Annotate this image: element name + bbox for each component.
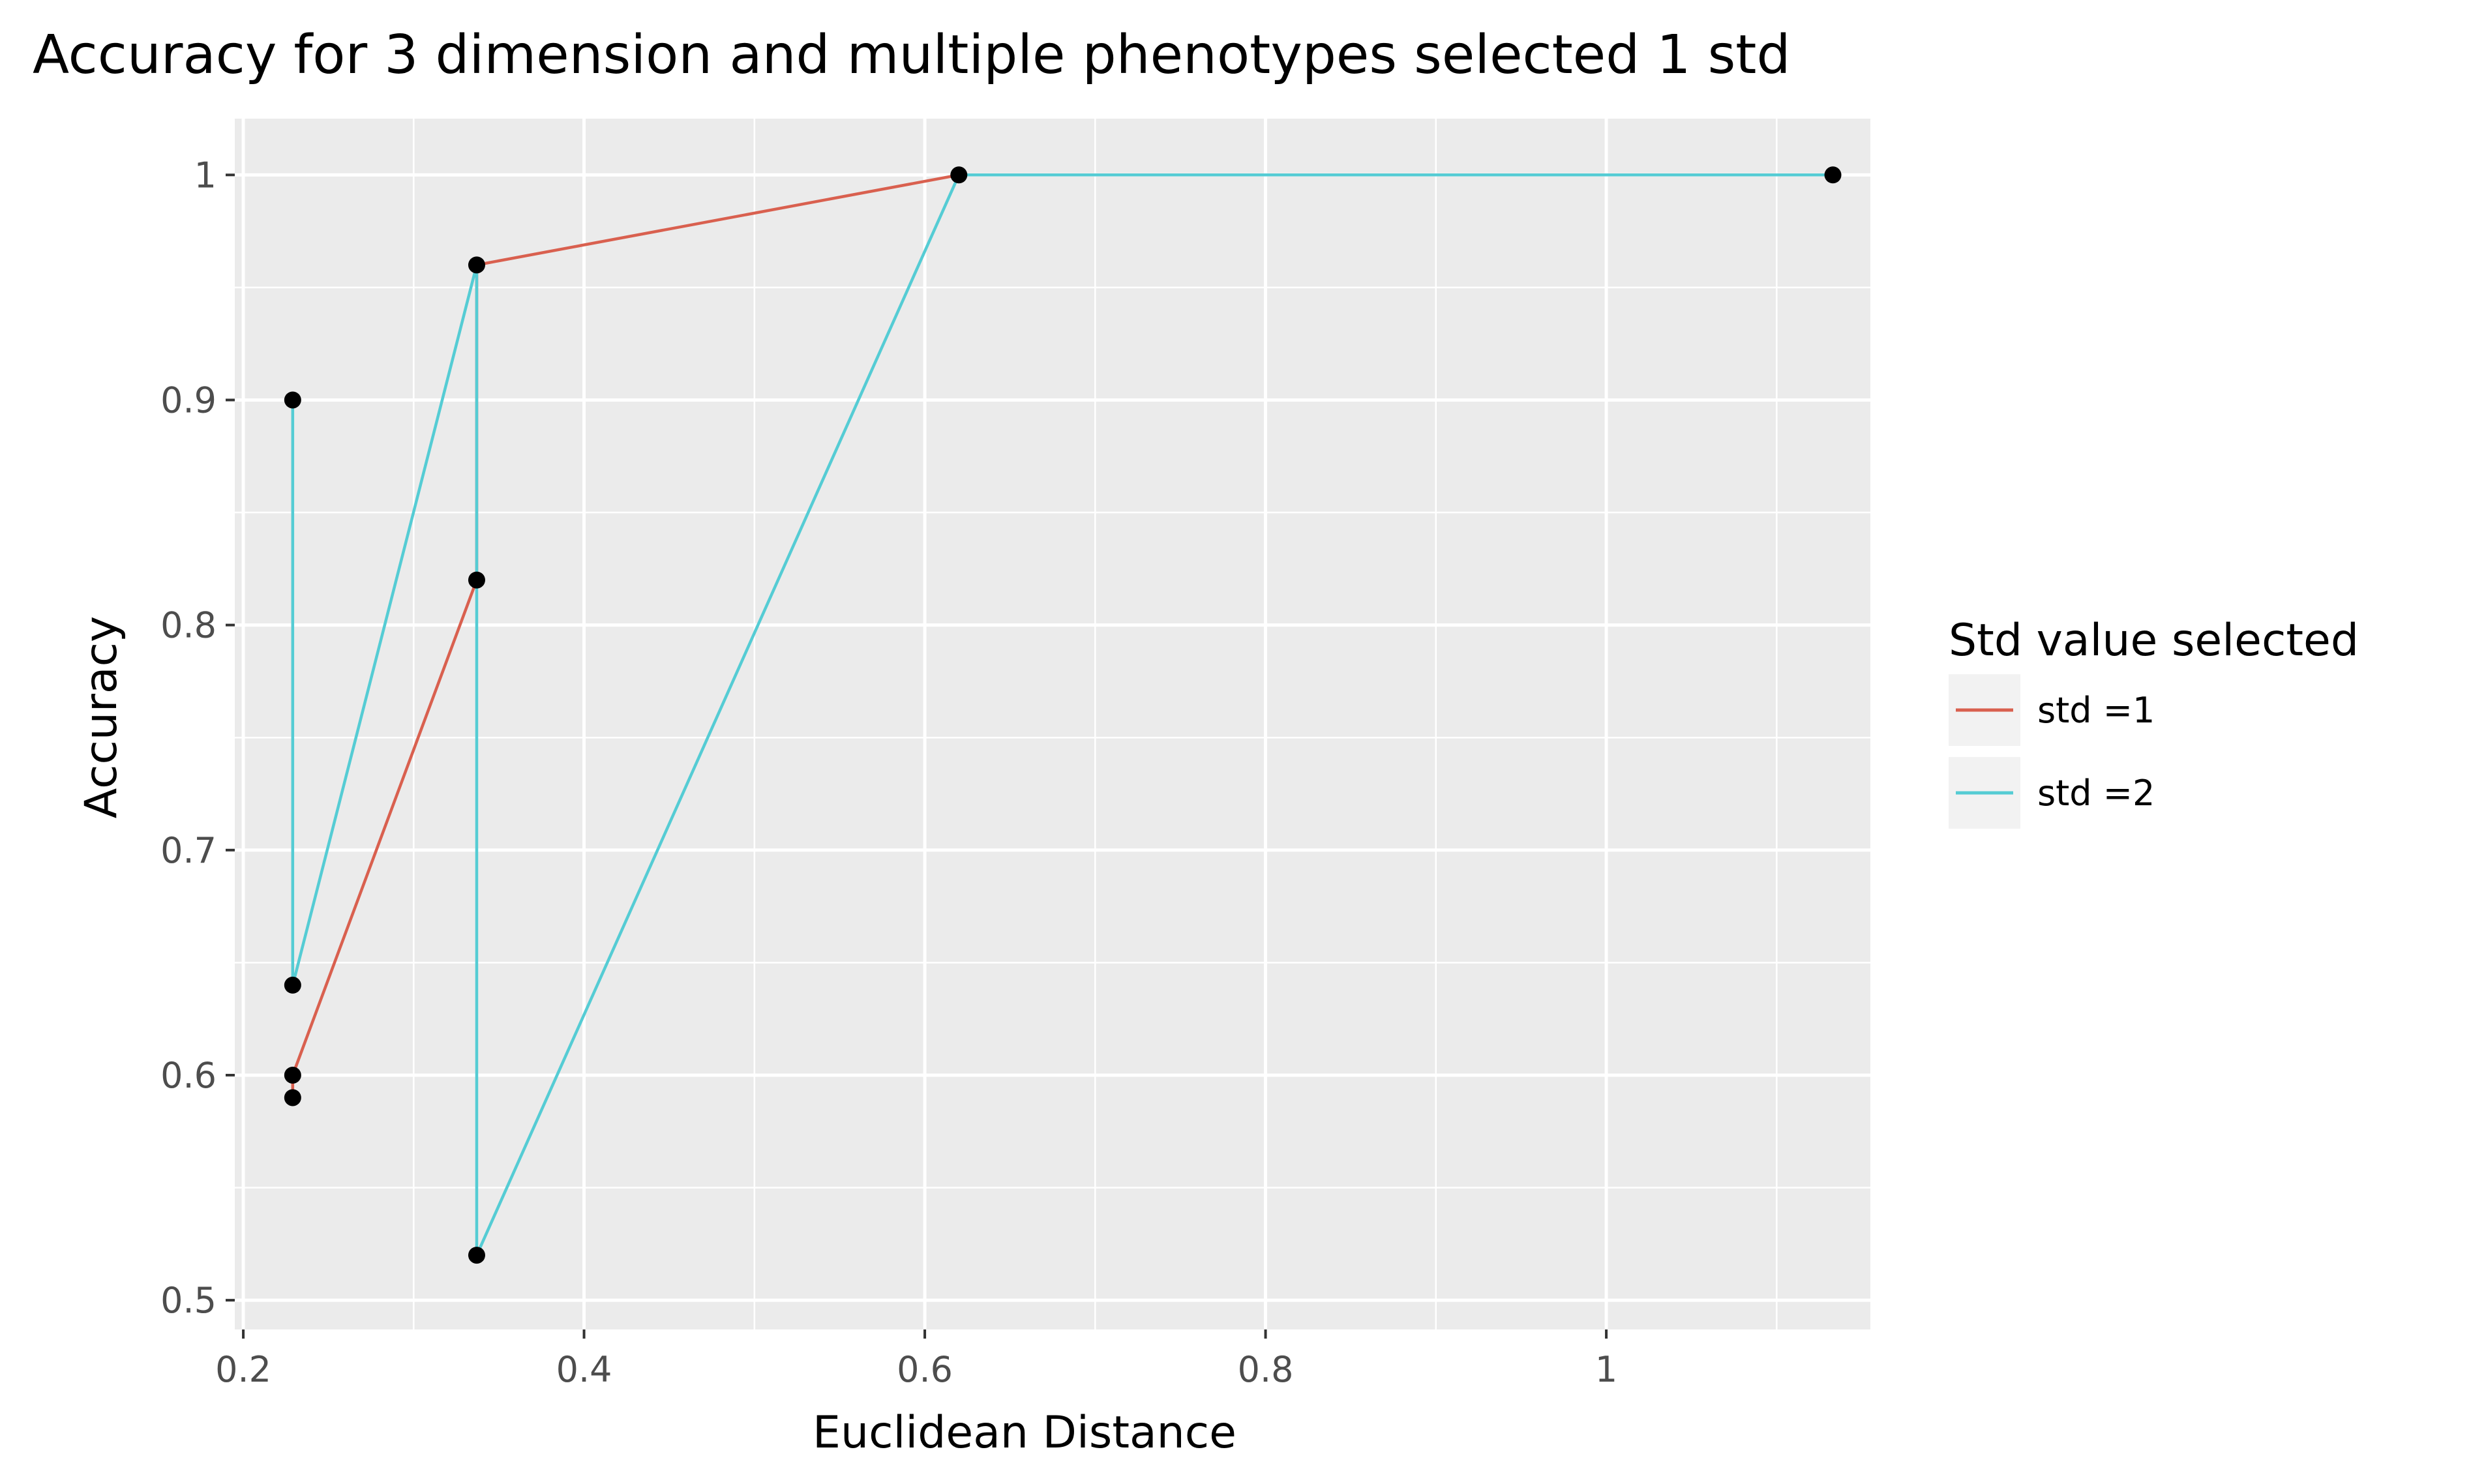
data-point: [284, 976, 301, 994]
x-axis-title: Euclidean Distance: [813, 1407, 1236, 1459]
data-point: [468, 256, 485, 274]
y-tick-label: 0.7: [160, 830, 217, 871]
series-line-2: [291, 173, 1833, 1257]
x-tick-label: 1: [1595, 1349, 1617, 1390]
data-points: [284, 166, 1842, 1264]
y-tick-label: 0.6: [160, 1055, 217, 1096]
legend-title: Std value selected: [1949, 615, 2359, 666]
x-tick-label: 0.2: [215, 1349, 271, 1390]
y-tick-label: 0.9: [160, 379, 217, 421]
chart-title: Accuracy for 3 dimension and multiple ph…: [33, 24, 1791, 86]
x-tick-label: 0.6: [897, 1349, 953, 1390]
legend-items: std =1 std =2: [1949, 674, 2155, 829]
legend-label: std =1: [2037, 690, 2155, 731]
legend-label: std =2: [2037, 773, 2155, 814]
data-point: [284, 1089, 301, 1106]
y-tick-label: 0.8: [160, 605, 217, 646]
data-point: [284, 1066, 301, 1084]
data-point: [950, 166, 968, 184]
axes: 0.2 0.4 0.6 0.8 1 0.5 0.6 0.7 0.8 0.9 1: [160, 155, 1617, 1390]
x-tick-label: 0.8: [1238, 1349, 1294, 1390]
plot-panel: [235, 119, 1870, 1329]
y-tick-label: 0.5: [160, 1280, 217, 1321]
data-point: [284, 391, 301, 409]
x-tick-label: 0.4: [556, 1349, 612, 1390]
y-tick-label: 1: [194, 155, 217, 196]
data-point: [468, 571, 485, 589]
data-point: [468, 1247, 485, 1264]
legend: Std value selected std =1 std =2: [1949, 615, 2359, 829]
y-axis-title: Accuracy: [76, 616, 127, 818]
data-point: [1824, 166, 1842, 184]
